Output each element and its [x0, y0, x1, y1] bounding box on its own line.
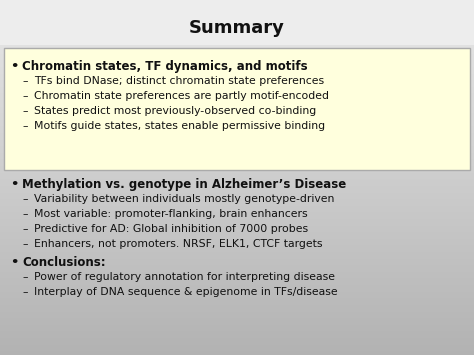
Text: Summary: Summary — [189, 19, 285, 37]
Text: –: – — [22, 287, 27, 297]
Text: •: • — [10, 178, 18, 191]
Text: –: – — [22, 209, 27, 219]
Text: –: – — [22, 106, 27, 116]
Text: Chromatin states, TF dynamics, and motifs: Chromatin states, TF dynamics, and motif… — [22, 60, 308, 73]
Text: –: – — [22, 239, 27, 249]
Text: –: – — [22, 272, 27, 282]
Text: Predictive for AD: Global inhibition of 7000 probes: Predictive for AD: Global inhibition of … — [34, 224, 308, 234]
Text: –: – — [22, 224, 27, 234]
Text: –: – — [22, 91, 27, 101]
Text: Most variable: promoter-flanking, brain enhancers: Most variable: promoter-flanking, brain … — [34, 209, 308, 219]
FancyBboxPatch shape — [4, 48, 470, 170]
Text: –: – — [22, 121, 27, 131]
Text: Chromatin state preferences are partly motif-encoded: Chromatin state preferences are partly m… — [34, 91, 329, 101]
Text: TFs bind DNase; distinct chromatin state preferences: TFs bind DNase; distinct chromatin state… — [34, 76, 324, 86]
Text: Motifs guide states, states enable permissive binding: Motifs guide states, states enable permi… — [34, 121, 325, 131]
Text: Enhancers, not promoters. NRSF, ELK1, CTCF targets: Enhancers, not promoters. NRSF, ELK1, CT… — [34, 239, 322, 249]
Text: Interplay of DNA sequence & epigenome in TFs/disease: Interplay of DNA sequence & epigenome in… — [34, 287, 337, 297]
Text: –: – — [22, 76, 27, 86]
Text: •: • — [10, 60, 18, 73]
Text: Methylation vs. genotype in Alzheimer’s Disease: Methylation vs. genotype in Alzheimer’s … — [22, 178, 346, 191]
Text: Conclusions:: Conclusions: — [22, 256, 106, 269]
Text: Power of regulatory annotation for interpreting disease: Power of regulatory annotation for inter… — [34, 272, 335, 282]
Text: –: – — [22, 194, 27, 204]
Text: •: • — [10, 256, 18, 269]
Text: States predict most previously-observed co-binding: States predict most previously-observed … — [34, 106, 316, 116]
Text: Variability between individuals mostly genotype-driven: Variability between individuals mostly g… — [34, 194, 334, 204]
